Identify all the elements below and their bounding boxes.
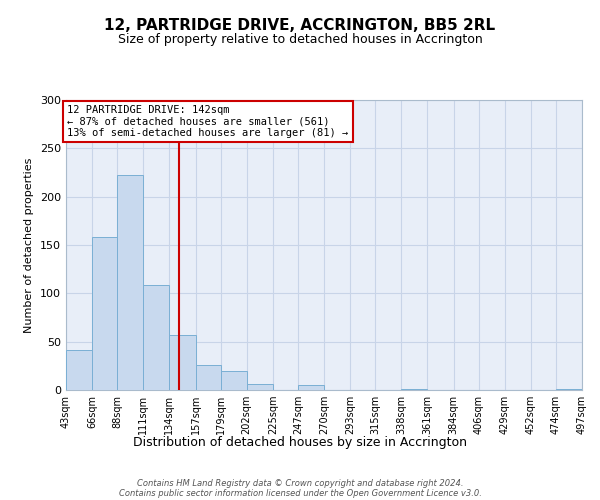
Bar [143, 284, 169, 390]
Text: 12, PARTRIDGE DRIVE, ACCRINGTON, BB5 2RL: 12, PARTRIDGE DRIVE, ACCRINGTON, BB5 2RL [104, 18, 496, 32]
Bar [247, 384, 273, 390]
Bar [556, 389, 582, 390]
Text: Contains HM Land Registry data © Crown copyright and database right 2024.: Contains HM Land Registry data © Crown c… [137, 478, 463, 488]
Bar [298, 385, 324, 390]
Bar [221, 370, 247, 390]
Y-axis label: Number of detached properties: Number of detached properties [25, 158, 34, 332]
Text: Distribution of detached houses by size in Accrington: Distribution of detached houses by size … [133, 436, 467, 449]
Bar [196, 365, 221, 390]
Bar [92, 238, 117, 390]
Bar [401, 389, 427, 390]
Text: Size of property relative to detached houses in Accrington: Size of property relative to detached ho… [118, 32, 482, 46]
Bar [169, 335, 196, 390]
Text: 12 PARTRIDGE DRIVE: 142sqm
← 87% of detached houses are smaller (561)
13% of sem: 12 PARTRIDGE DRIVE: 142sqm ← 87% of deta… [67, 105, 349, 138]
Bar [117, 176, 143, 390]
Text: Contains public sector information licensed under the Open Government Licence v3: Contains public sector information licen… [119, 488, 481, 498]
Bar [66, 350, 92, 390]
